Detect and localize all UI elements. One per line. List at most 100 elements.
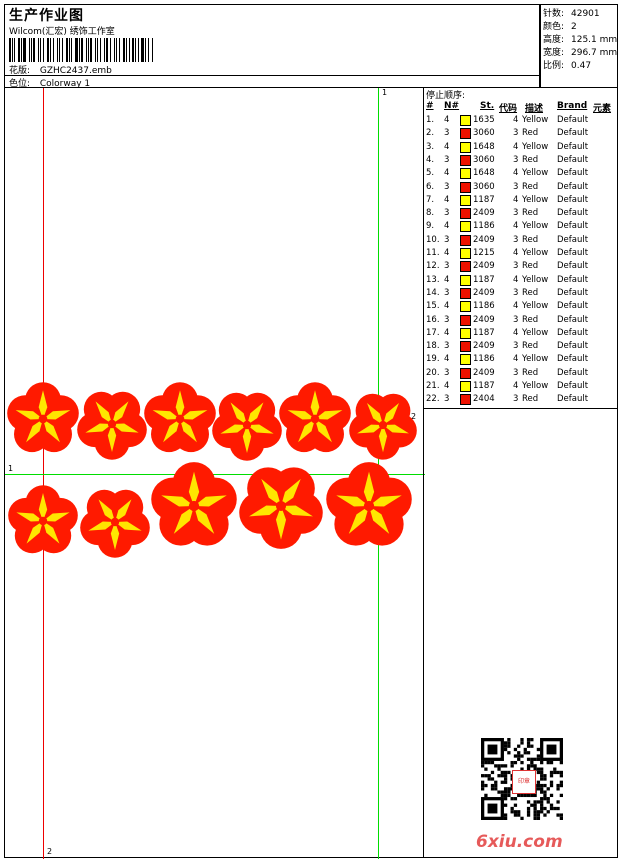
row-index: 5. bbox=[426, 168, 435, 179]
qr-module bbox=[559, 813, 563, 817]
qr-module bbox=[503, 797, 508, 801]
qr-module bbox=[503, 764, 508, 768]
barcode-bar bbox=[39, 38, 41, 62]
flower-yellow-streak bbox=[315, 410, 343, 420]
table-row: 3. 4 1648 4 Yellow Default bbox=[424, 141, 619, 154]
row-code: 2409 bbox=[473, 287, 495, 298]
qr-module bbox=[536, 767, 541, 771]
flower-yellow-streak bbox=[43, 410, 71, 420]
barcode-bar bbox=[11, 38, 13, 62]
qr-finder bbox=[546, 744, 557, 755]
row-stops: 3 bbox=[513, 367, 519, 378]
row-brand: Default bbox=[557, 367, 589, 378]
row-code: 1215 bbox=[473, 248, 495, 258]
qr-module bbox=[533, 806, 537, 811]
qr-module bbox=[556, 800, 560, 804]
flower-yellow-streak bbox=[249, 505, 281, 517]
flower-yellow-streak bbox=[261, 478, 281, 506]
row-stops: 4 bbox=[513, 301, 519, 312]
row-needle: 4 bbox=[444, 301, 450, 312]
table-row: 4. 3 3060 3 Red Default bbox=[424, 154, 619, 167]
color-swatch bbox=[460, 354, 471, 366]
qr-module bbox=[546, 787, 550, 791]
qr-module bbox=[536, 770, 541, 775]
qr-module bbox=[503, 813, 508, 817]
qr-module bbox=[526, 810, 531, 814]
row-needle: 4 bbox=[444, 141, 450, 152]
row-code: 1186 bbox=[473, 301, 495, 312]
qr-module bbox=[503, 787, 508, 791]
qr-module bbox=[481, 780, 485, 784]
qr-module bbox=[517, 813, 521, 817]
row-description: Red bbox=[522, 128, 539, 139]
qr-module bbox=[510, 810, 514, 814]
barcode-bar bbox=[68, 38, 70, 62]
flower-center bbox=[38, 414, 48, 424]
qr-module bbox=[533, 764, 537, 768]
row-description: Red bbox=[522, 341, 539, 352]
qr-module bbox=[533, 800, 537, 804]
row-stops: 4 bbox=[513, 274, 519, 285]
col-idx: # bbox=[426, 101, 434, 111]
row-description: Red bbox=[522, 394, 539, 405]
flower-yellow-streak bbox=[230, 402, 247, 425]
qr-module bbox=[536, 813, 541, 817]
flower-yellow-streak bbox=[88, 521, 115, 531]
table-row: 20. 3 2409 3 Red Default bbox=[424, 367, 619, 380]
qr-finder bbox=[487, 744, 498, 755]
barcode-bar bbox=[56, 38, 58, 62]
qr-module bbox=[513, 810, 518, 814]
barcode-bar bbox=[132, 38, 134, 62]
flower-yellow-streak bbox=[115, 499, 132, 522]
qr-module bbox=[507, 738, 511, 742]
row-needle: 3 bbox=[444, 208, 450, 219]
qr-module bbox=[543, 777, 547, 781]
qr-module bbox=[523, 751, 527, 755]
qr-module bbox=[540, 803, 544, 807]
qr-module bbox=[510, 764, 514, 768]
qr-module bbox=[536, 754, 541, 758]
flower-center bbox=[378, 420, 388, 430]
qr-module bbox=[530, 738, 534, 742]
row-stops: 3 bbox=[513, 128, 519, 139]
row-description: Yellow bbox=[522, 115, 549, 125]
height-label: 高度: bbox=[543, 35, 565, 45]
qr-module bbox=[546, 800, 550, 804]
qr-module bbox=[549, 806, 554, 811]
flower-center bbox=[38, 516, 48, 526]
qr-module bbox=[530, 744, 534, 748]
row-brand: Default bbox=[557, 394, 589, 405]
row-index: 8. bbox=[426, 208, 435, 219]
row-description: Yellow bbox=[522, 168, 549, 179]
row-needle: 4 bbox=[444, 248, 450, 258]
flower-center bbox=[242, 420, 252, 430]
col-code: 代码 bbox=[499, 104, 518, 114]
qr-module bbox=[503, 780, 508, 784]
row-needle: 3 bbox=[444, 181, 450, 192]
flower-motif bbox=[279, 382, 351, 453]
qr-module bbox=[481, 764, 485, 768]
row-stops: 4 bbox=[513, 248, 519, 258]
qr-module bbox=[497, 790, 501, 794]
design-canvas: 1 2 1 2 bbox=[4, 87, 425, 859]
qr-module bbox=[517, 757, 521, 761]
qr-module bbox=[530, 757, 534, 761]
scale-value: 0.47 bbox=[571, 61, 592, 71]
qr-module bbox=[503, 747, 508, 752]
flower-yellow-streak bbox=[112, 401, 129, 424]
flower-yellow-streak bbox=[38, 390, 48, 419]
height-row: 高度: 125.1 mm bbox=[543, 32, 617, 45]
flower-yellow-streak bbox=[281, 478, 301, 506]
barcode-bar bbox=[114, 38, 115, 62]
flower-yellow-streak bbox=[175, 390, 185, 419]
table-row: 15. 4 1186 4 Yellow Default bbox=[424, 300, 619, 313]
row-stops: 4 bbox=[513, 327, 519, 338]
row-needle: 3 bbox=[444, 128, 450, 139]
watermark-text: 6xiu.com bbox=[476, 832, 563, 852]
qr-module bbox=[500, 780, 504, 784]
row-needle: 4 bbox=[444, 194, 450, 205]
qr-module bbox=[546, 760, 550, 765]
color-swatch bbox=[460, 381, 471, 392]
row-stops: 3 bbox=[513, 154, 519, 165]
barcode-bar bbox=[58, 38, 61, 62]
